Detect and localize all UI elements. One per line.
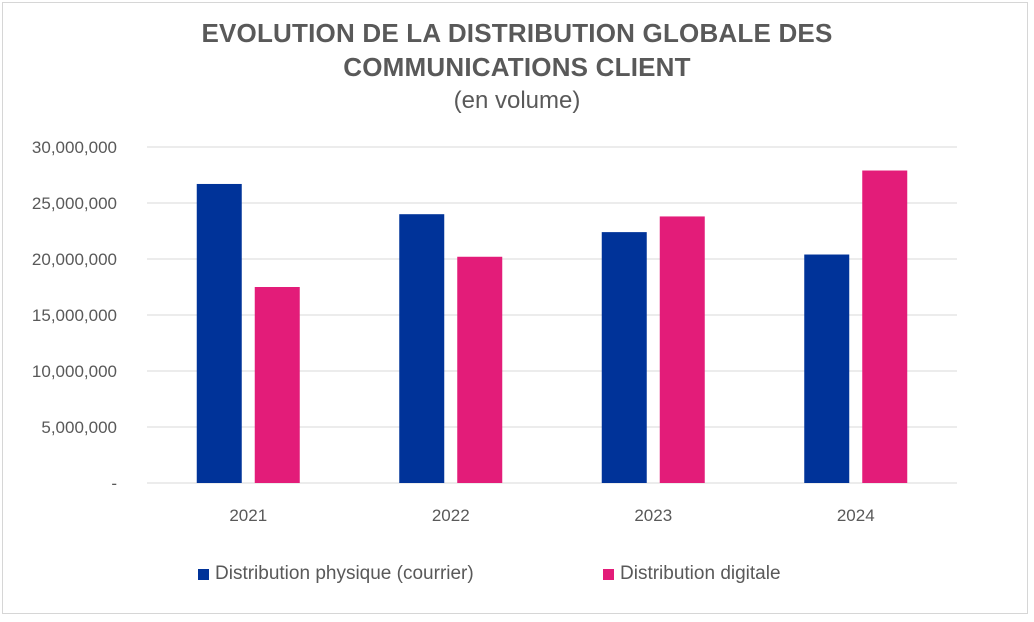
legend-swatch-digitale	[603, 568, 614, 580]
legend-item-physique: Distribution physique (courrier)	[198, 563, 474, 585]
x-tick-label-2023: 2023	[634, 506, 672, 525]
bar-2021-series-0	[196, 183, 242, 483]
y-tick-label-1: 5,000,000	[41, 418, 117, 437]
chart-legend: Distribution physique (courrier) Distrib…	[0, 563, 1034, 593]
bar-2023-series-0	[601, 232, 647, 483]
chart-frame	[2, 2, 1028, 614]
legend-swatch-physique	[198, 568, 209, 580]
y-tick-label-3: 15,000,000	[32, 306, 117, 325]
y-tick-label-0: -	[111, 474, 117, 493]
legend-item-digitale: Distribution digitale	[603, 563, 781, 585]
legend-label-digitale: Distribution digitale	[620, 563, 781, 584]
x-tick-label-2021: 2021	[229, 506, 267, 525]
bar-2023-series-1	[659, 216, 705, 483]
x-tick-label-2024: 2024	[837, 506, 875, 525]
bar-2021-series-1	[254, 287, 300, 483]
bar-2022-series-1	[457, 256, 503, 483]
chart-title-line-1: EVOLUTION DE LA DISTRIBUTION GLOBALE DES	[201, 18, 833, 48]
y-tick-label-6: 30,000,000	[32, 138, 117, 157]
legend-label-physique: Distribution physique (courrier)	[215, 563, 474, 584]
bar-2024-series-1	[862, 170, 908, 483]
y-tick-label-5: 25,000,000	[32, 194, 117, 213]
chart-subtitle: (en volume)	[453, 87, 581, 114]
chart-title-line-2: COMMUNICATIONS CLIENT	[343, 52, 691, 82]
y-tick-label-2: 10,000,000	[32, 362, 117, 381]
bar-2024-series-0	[804, 254, 850, 483]
x-tick-label-2022: 2022	[432, 506, 470, 525]
bar-2022-series-0	[399, 214, 445, 483]
chart-title: EVOLUTION DE LA DISTRIBUTION GLOBALE DES…	[0, 16, 1034, 84]
y-tick-label-4: 20,000,000	[32, 250, 117, 269]
